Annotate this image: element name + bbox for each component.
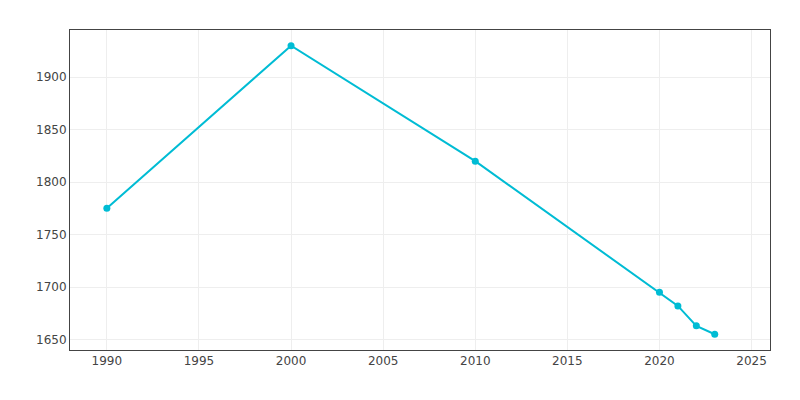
svg-text:1700: 1700	[36, 280, 67, 294]
svg-text:2005: 2005	[368, 354, 399, 368]
svg-text:1995: 1995	[184, 354, 215, 368]
svg-text:2015: 2015	[552, 354, 583, 368]
svg-text:2010: 2010	[460, 354, 491, 368]
svg-text:1800: 1800	[36, 175, 67, 189]
svg-text:1990: 1990	[92, 354, 123, 368]
svg-text:2000: 2000	[276, 354, 307, 368]
svg-text:2020: 2020	[644, 354, 675, 368]
svg-text:2025: 2025	[736, 354, 767, 368]
svg-text:1850: 1850	[36, 123, 67, 137]
svg-text:1750: 1750	[36, 228, 67, 242]
svg-text:1900: 1900	[36, 70, 67, 84]
svg-text:1650: 1650	[36, 333, 67, 347]
